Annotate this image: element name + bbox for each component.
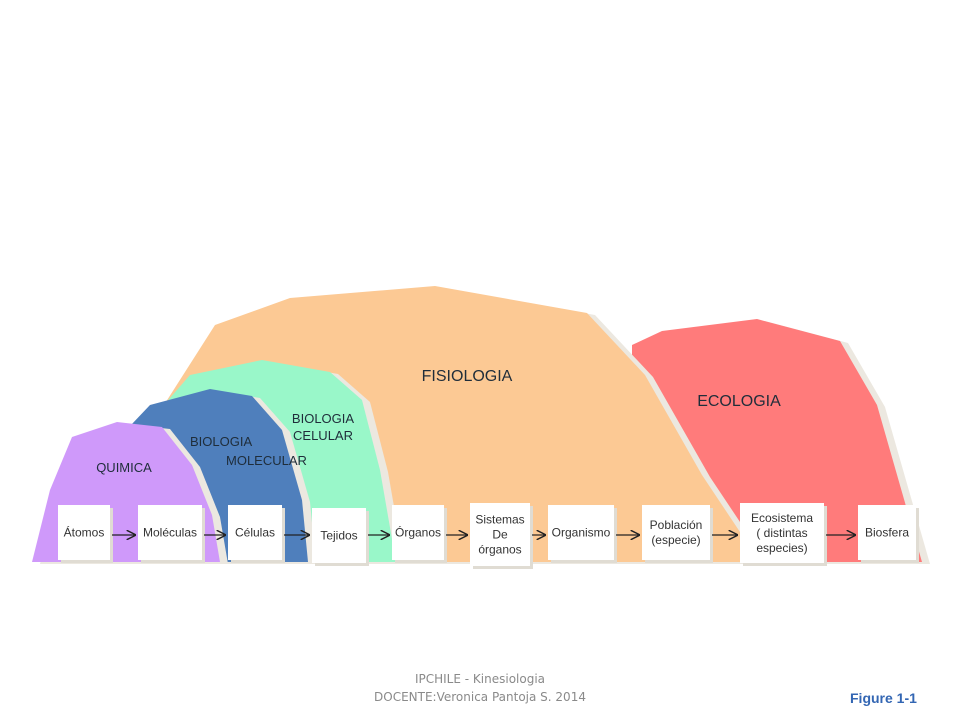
level-label-line: De — [492, 528, 508, 542]
biologia-celular-label: BIOLOGIA CELULAR — [292, 411, 354, 443]
fisiologia-label-line: FISIOLOGIA — [422, 368, 513, 385]
ecologia-label-line: ECOLOGIA — [697, 393, 781, 410]
level-box-tejidos-bg — [312, 508, 366, 563]
footer-line-2: DOCENTE:Veronica Pantoja S. 2014 — [374, 690, 586, 704]
biologia-celular-label-line: CELULAR — [293, 428, 353, 443]
quimica-label-line: QUIMICA — [96, 460, 152, 475]
level-label-line: ( distintas — [756, 526, 807, 540]
level-label-line: Moléculas — [143, 526, 197, 540]
biologia-celular-label-line: BIOLOGIA — [292, 411, 354, 426]
quimica-label: QUIMICA — [96, 460, 152, 475]
footer-line-1: IPCHILE - Kinesiologia — [414, 672, 546, 686]
level-box-ecosistema-bg — [740, 503, 824, 563]
level-label-line: Sistemas — [475, 513, 524, 527]
level-label-atomos: Átomos — [64, 525, 105, 540]
level-box-organismo-bg — [548, 505, 614, 560]
level-box-celulas-bg — [228, 505, 282, 560]
level-label-biosfera: Biosfera — [865, 526, 909, 540]
biologia-molecular-label-line: BIOLOGIA — [190, 434, 252, 449]
level-label-line: Átomos — [64, 525, 105, 540]
level-label-line: Población — [650, 518, 703, 532]
level-box-sistemas: Sistemas De órganos — [470, 503, 533, 569]
level-box-atomos-bg — [58, 505, 110, 560]
level-label-celulas: Células — [235, 526, 275, 540]
level-box-biosfera-bg — [858, 505, 916, 560]
footer-credit: IPCHILE - Kinesiologia DOCENTE:Veronica … — [330, 670, 630, 706]
level-label-organos: Órganos — [395, 525, 441, 540]
level-label-line: Células — [235, 526, 275, 540]
level-box-organos: Órganos — [392, 505, 447, 563]
level-label-line: especies) — [756, 541, 807, 555]
level-box-moleculas-bg — [138, 505, 202, 560]
level-box-tejidos: Tejidos — [312, 508, 369, 566]
figure-label: Figure 1-1 — [850, 690, 917, 706]
level-label-line: Tejidos — [320, 529, 357, 543]
level-label-ecosistema: Ecosistema( distintas especies) — [751, 511, 813, 555]
ecologia-label: ECOLOGIA — [697, 393, 781, 410]
level-label-line: Organismo — [552, 526, 611, 540]
level-label-sistemas: Sistemas De órganos — [475, 513, 524, 557]
fisiologia-label: FISIOLOGIA — [422, 368, 513, 385]
level-label-poblacion: Población (especie) — [650, 518, 703, 547]
level-label-line: Órganos — [395, 525, 441, 540]
level-label-line: órganos — [478, 543, 521, 557]
level-box-celulas: Células — [228, 505, 285, 563]
level-box-organos-bg — [392, 505, 444, 560]
level-box-atomos: Átomos — [58, 505, 113, 563]
level-label-line: Biosfera — [865, 526, 909, 540]
level-label-organismo: Organismo — [552, 526, 611, 540]
level-label-moleculas: Moléculas — [143, 526, 197, 540]
level-label-tejidos: Tejidos — [320, 529, 357, 543]
level-box-moleculas: Moléculas — [138, 505, 205, 563]
level-box-ecosistema: Ecosistema( distintas especies) — [740, 503, 827, 566]
biologia-molecular-label-line: MOLECULAR — [226, 453, 307, 468]
level-box-poblacion: Población (especie) — [642, 505, 713, 563]
biologia-molecular-label: BIOLOGIA MOLECULAR — [190, 434, 307, 468]
level-box-poblacion-bg — [642, 505, 710, 560]
level-box-organismo: Organismo — [548, 505, 617, 563]
level-label-line: Ecosistema — [751, 511, 813, 525]
level-label-line: (especie) — [651, 533, 700, 547]
level-box-biosfera: Biosfera — [858, 505, 919, 563]
level-box-sistemas-bg — [470, 503, 530, 566]
